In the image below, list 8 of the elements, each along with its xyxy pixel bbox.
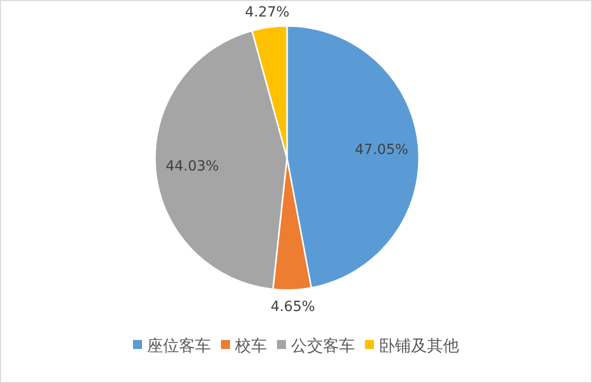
legend-label: 座位客车 [147, 336, 211, 355]
data-label: 44.03% [166, 158, 219, 175]
data-label: 4.65% [270, 298, 316, 315]
data-label: 4.27% [244, 4, 290, 20]
legend-label: 卧铺及其他 [379, 336, 459, 355]
legend-label: 校车 [234, 336, 267, 355]
data-label: 47.05% [354, 142, 408, 158]
legend-label: 公交客车 [291, 336, 355, 355]
